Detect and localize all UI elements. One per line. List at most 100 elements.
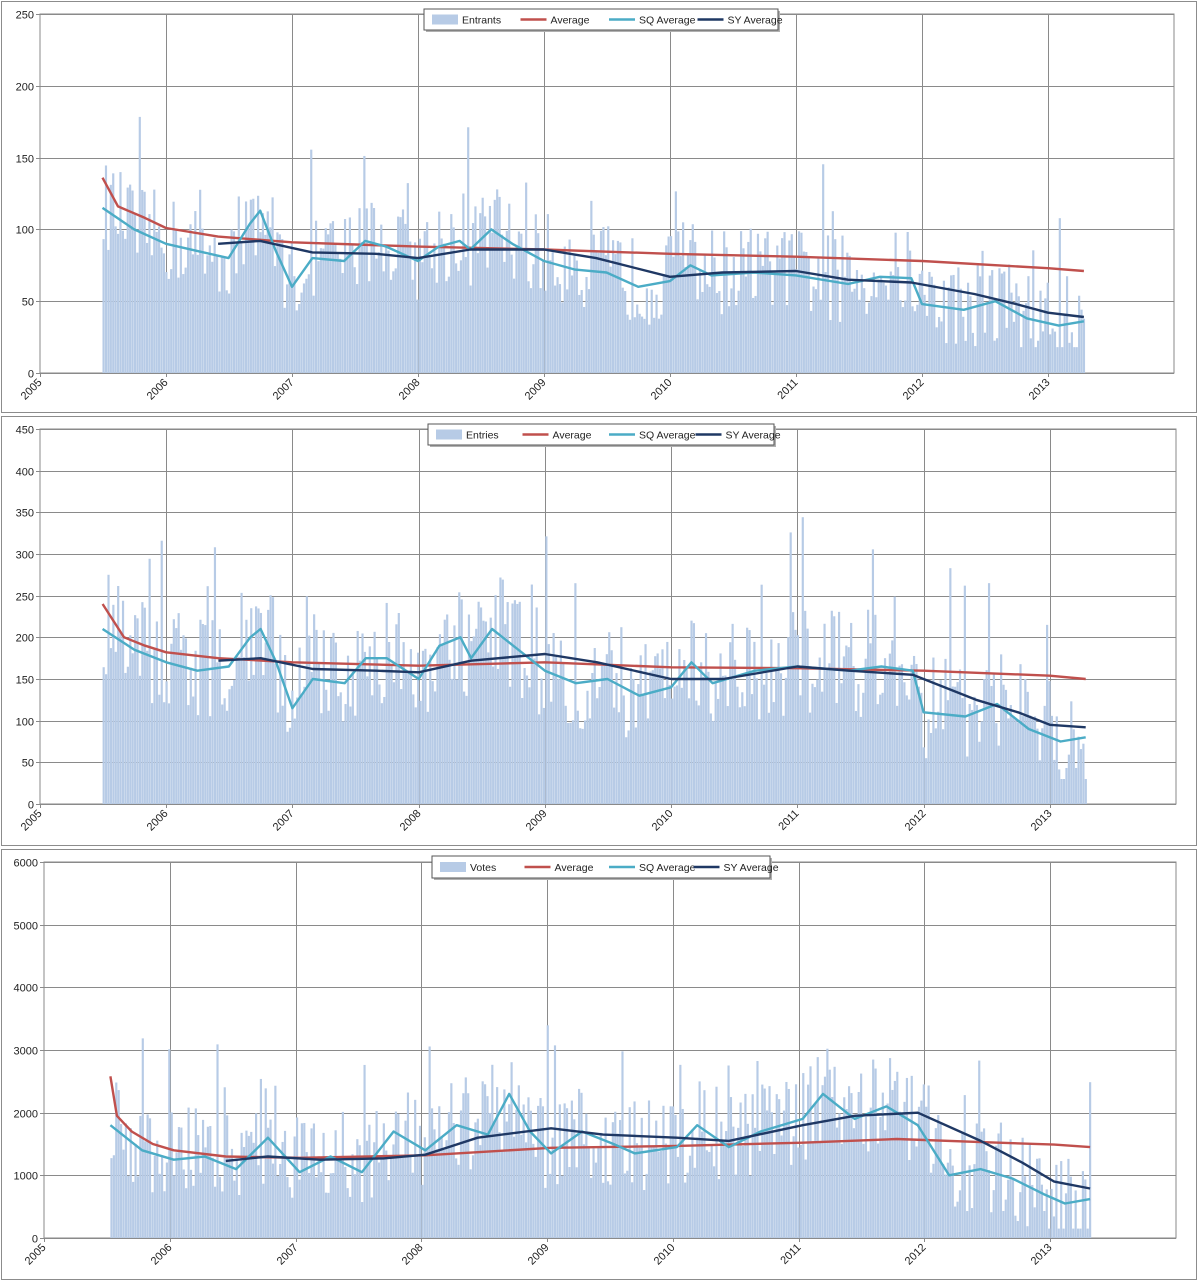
bar	[206, 586, 209, 804]
bar	[605, 654, 608, 804]
bar	[1067, 754, 1070, 804]
y-tick-label: 0	[32, 1234, 38, 1246]
bar	[225, 290, 228, 373]
bar	[974, 346, 977, 373]
bar	[767, 712, 771, 804]
bar	[245, 619, 248, 804]
bar	[590, 200, 593, 373]
bar	[175, 1152, 178, 1238]
bar	[736, 686, 739, 804]
bar	[834, 239, 837, 373]
bar	[329, 1173, 332, 1238]
bar	[959, 288, 962, 373]
bar	[626, 1170, 629, 1238]
bar	[310, 1128, 313, 1238]
bar	[540, 678, 543, 804]
bar	[187, 705, 190, 804]
bar	[1074, 1190, 1077, 1238]
bar	[674, 191, 677, 373]
bar	[346, 655, 350, 804]
bar	[712, 720, 715, 804]
bar	[298, 303, 301, 373]
chart-panel-votes: 0 1000 2000 3000 4000 5000 6000 2005 2006 2007 200…	[1, 849, 1197, 1280]
x-tick-label: 2007	[275, 1242, 301, 1268]
bar	[657, 318, 661, 373]
bar	[1022, 310, 1025, 373]
bar	[127, 1175, 130, 1238]
bar	[597, 1147, 600, 1238]
bar	[1027, 276, 1030, 373]
bar	[831, 1096, 834, 1238]
bar	[626, 314, 629, 373]
bar	[651, 670, 654, 804]
bar	[990, 685, 993, 804]
bar	[346, 252, 349, 373]
bar	[850, 1093, 853, 1238]
bar	[358, 1145, 361, 1238]
y-tick-label: 0	[28, 369, 34, 381]
bar	[189, 667, 192, 804]
bar	[332, 632, 335, 804]
bar	[435, 282, 438, 373]
bar	[487, 652, 490, 804]
bar	[382, 1123, 385, 1238]
bar	[484, 1084, 487, 1238]
bar	[506, 602, 509, 804]
bar	[252, 1142, 255, 1238]
bar	[510, 254, 513, 373]
bar	[308, 1172, 311, 1238]
bar	[922, 747, 925, 804]
bar	[582, 1144, 586, 1238]
bar	[688, 698, 691, 804]
bar	[993, 340, 996, 373]
bar	[1082, 743, 1085, 804]
bar	[524, 1142, 528, 1238]
bar	[504, 624, 507, 804]
bar	[522, 251, 525, 373]
bar	[633, 1101, 636, 1238]
bar	[440, 1137, 443, 1238]
bar	[645, 288, 648, 373]
bar	[522, 1104, 525, 1238]
bar	[1034, 347, 1037, 373]
bar	[862, 1143, 865, 1238]
legend-label: Average	[551, 15, 590, 27]
bar	[842, 656, 845, 804]
bar	[163, 1191, 166, 1238]
bar	[344, 704, 347, 804]
bar	[255, 1113, 258, 1238]
bar	[361, 633, 364, 804]
bar	[401, 209, 405, 373]
bar	[1008, 264, 1011, 373]
bar	[905, 1077, 909, 1238]
bar	[811, 1140, 815, 1238]
bar	[322, 630, 325, 804]
bar	[805, 252, 808, 373]
bar	[474, 1122, 477, 1238]
bar	[770, 639, 773, 804]
chart-panel-entries: 0 50 100 150 200 250 300 350 400 450 2005 2006 2007 2…	[1, 416, 1197, 846]
line-series-sq-average	[101, 627, 1086, 743]
bar	[373, 1142, 376, 1238]
bar	[684, 266, 687, 373]
bar	[852, 1128, 855, 1238]
bar	[409, 1156, 412, 1238]
bar	[141, 189, 144, 373]
bar	[303, 1122, 306, 1238]
bar	[739, 231, 743, 373]
bar	[284, 655, 287, 804]
bar	[563, 246, 566, 373]
bar	[315, 1177, 318, 1238]
bar	[978, 741, 981, 804]
bar	[373, 631, 376, 804]
bar	[129, 1128, 132, 1238]
bar	[978, 1060, 981, 1238]
bar	[1040, 1184, 1044, 1238]
bar	[1072, 1228, 1075, 1238]
bar	[876, 704, 879, 804]
bar	[751, 1094, 754, 1238]
bar	[448, 659, 451, 804]
bar	[143, 607, 146, 804]
bar	[105, 674, 108, 804]
bar	[167, 278, 170, 373]
